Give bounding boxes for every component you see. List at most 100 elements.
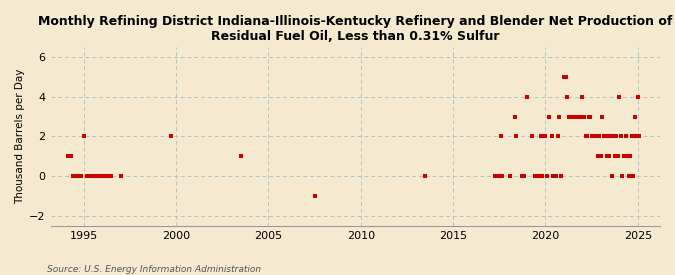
Point (99, 174, 109, 178)
Point (510, 114, 520, 119)
Point (106, 174, 117, 178)
Point (608, 134, 618, 139)
Text: Source: U.S. Energy Information Administration: Source: U.S. Energy Information Administ… (47, 265, 261, 274)
Point (600, 134, 611, 139)
Point (618, 154, 629, 158)
Point (605, 134, 616, 139)
Point (101, 174, 112, 178)
Point (566, 114, 577, 119)
Point (563, 114, 574, 119)
Point (522, 94, 533, 99)
Point (576, 114, 587, 119)
Point (589, 134, 600, 139)
Point (90, 174, 101, 178)
Point (614, 94, 625, 99)
Point (420, 174, 431, 178)
Point (518, 174, 529, 178)
Point (491, 174, 502, 178)
Point (309, 194, 320, 198)
Point (535, 134, 546, 139)
Point (236, 154, 246, 158)
Point (89, 174, 100, 178)
Point (86, 174, 97, 178)
Point (583, 114, 594, 119)
Point (603, 154, 614, 158)
Point (634, 134, 645, 139)
Point (577, 94, 588, 99)
Point (69, 174, 80, 178)
Point (556, 174, 566, 178)
Point (554, 114, 565, 119)
Point (558, 75, 569, 79)
Point (587, 134, 597, 139)
Point (95, 174, 106, 178)
Point (68, 174, 78, 178)
Point (597, 114, 608, 119)
Point (593, 154, 603, 158)
Point (534, 174, 545, 178)
Point (517, 174, 528, 178)
Point (568, 114, 578, 119)
Point (625, 154, 636, 158)
Point (65, 154, 76, 158)
Point (580, 134, 591, 139)
Point (626, 134, 637, 139)
Point (611, 134, 622, 139)
Point (537, 174, 548, 178)
Point (612, 154, 623, 158)
Point (82, 174, 92, 178)
Point (599, 134, 610, 139)
Point (582, 134, 593, 139)
Point (620, 134, 631, 139)
Point (588, 134, 599, 139)
Point (92, 174, 103, 178)
Point (562, 94, 572, 99)
Point (572, 114, 583, 119)
Point (66, 154, 77, 158)
Y-axis label: Thousand Barrels per Day: Thousand Barrels per Day (15, 69, 25, 204)
Point (94, 174, 105, 178)
Point (631, 134, 642, 139)
Point (511, 134, 522, 139)
Point (571, 114, 582, 119)
Point (115, 174, 126, 178)
Point (551, 174, 562, 178)
Point (601, 154, 612, 158)
Point (610, 154, 620, 158)
Point (617, 174, 628, 178)
Point (103, 174, 114, 178)
Point (565, 114, 576, 119)
Point (569, 114, 580, 119)
Point (526, 134, 537, 139)
Point (540, 134, 551, 139)
Point (622, 154, 632, 158)
Point (543, 114, 554, 119)
Point (78, 134, 89, 139)
Point (629, 114, 640, 119)
Point (591, 134, 601, 139)
Point (560, 75, 571, 79)
Point (97, 174, 107, 178)
Point (529, 174, 540, 178)
Point (505, 174, 516, 178)
Point (88, 174, 99, 178)
Point (552, 134, 563, 139)
Point (72, 174, 83, 178)
Point (76, 174, 86, 178)
Point (578, 114, 589, 119)
Point (495, 134, 506, 139)
Point (606, 174, 617, 178)
Point (574, 114, 585, 119)
Point (594, 134, 605, 139)
Point (489, 174, 500, 178)
Point (84, 174, 95, 178)
Point (585, 114, 595, 119)
Title: Monthly Refining District Indiana-Illinois-Kentucky Refinery and Blender Net Pro: Monthly Refining District Indiana-Illino… (38, 15, 672, 43)
Point (497, 174, 508, 178)
Point (492, 174, 503, 178)
Point (616, 134, 626, 139)
Point (628, 174, 639, 178)
Point (541, 174, 552, 178)
Point (548, 174, 559, 178)
Point (546, 134, 557, 139)
